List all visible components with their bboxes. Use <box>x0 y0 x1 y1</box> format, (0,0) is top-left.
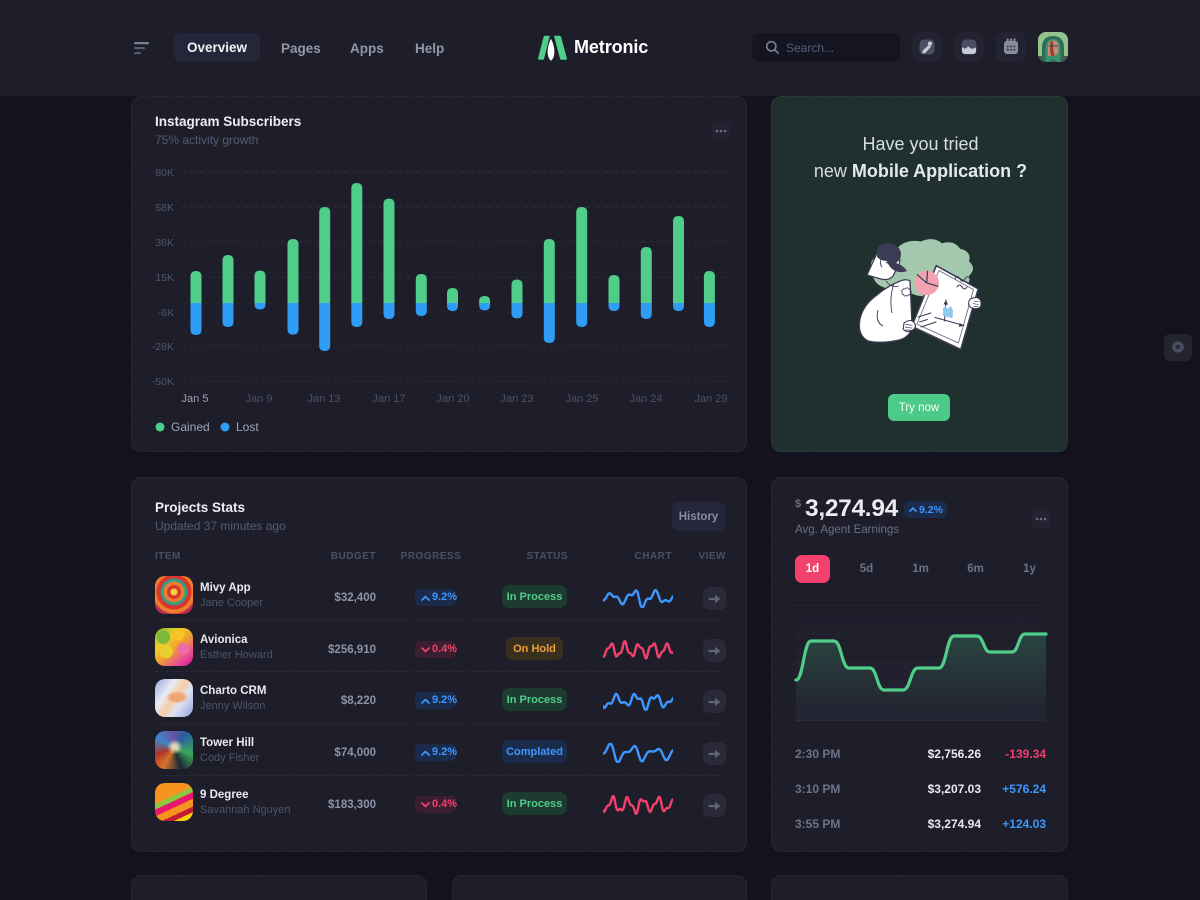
svg-text:15K: 15K <box>155 272 174 284</box>
svg-text:36K: 36K <box>155 237 174 249</box>
svg-text:58K: 58K <box>155 202 174 214</box>
svg-text:-50K: -50K <box>152 376 174 388</box>
svg-text:80K: 80K <box>155 167 174 179</box>
svg-text:Jan 17: Jan 17 <box>372 393 405 405</box>
svg-text:Jan 29: Jan 29 <box>694 393 727 405</box>
svg-text:Jan 25: Jan 25 <box>565 393 598 405</box>
svg-text:Jan 23: Jan 23 <box>500 393 533 405</box>
svg-text:Gained: Gained <box>171 420 210 434</box>
svg-text:Jan 24: Jan 24 <box>629 393 662 405</box>
svg-text:-28K: -28K <box>152 341 174 353</box>
svg-text:Jan 13: Jan 13 <box>307 393 340 405</box>
svg-text:Jan 20: Jan 20 <box>436 393 469 405</box>
svg-text:Jan 9: Jan 9 <box>246 393 273 405</box>
svg-text:Jan 5: Jan 5 <box>182 393 209 405</box>
svg-text:Lost: Lost <box>236 420 259 434</box>
svg-text:-6K: -6K <box>158 307 174 319</box>
